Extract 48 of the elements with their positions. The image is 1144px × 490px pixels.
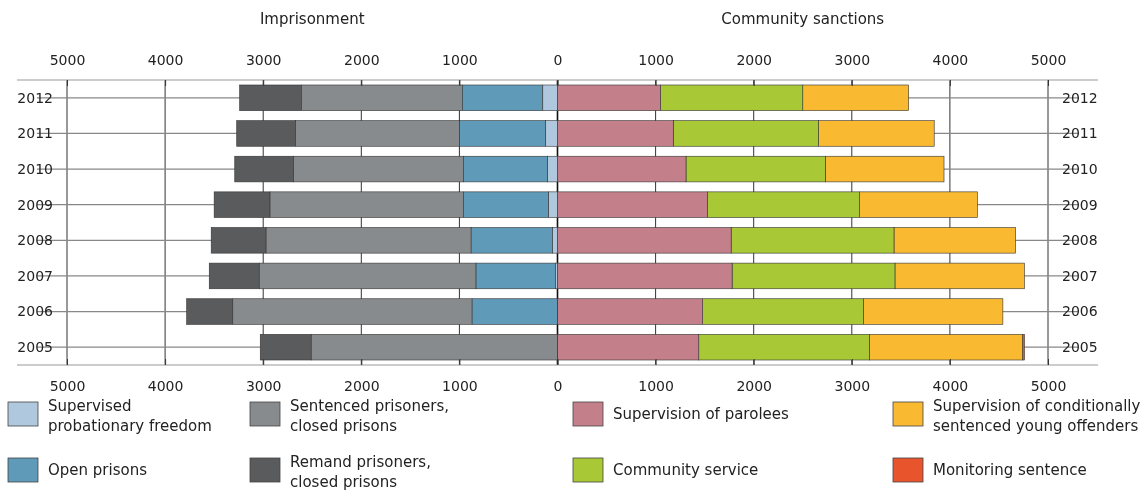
x2-tick-label: 1000: [638, 377, 674, 394]
legend-label: Sentenced prisoners, closed prisons: [290, 397, 449, 435]
x-tick-label: 5000: [49, 52, 86, 69]
x-tick-label: 4000: [932, 52, 969, 69]
category-label: 2009: [17, 196, 53, 213]
legend-label: Supervision of parolees: [613, 405, 789, 423]
text: Community sanctions: [721, 10, 885, 28]
y-tick-label: 2007: [1062, 267, 1098, 284]
x-tick-label: 3000: [245, 52, 282, 69]
x-tick-label: 3000: [834, 52, 871, 69]
category-label: 2007: [17, 267, 53, 284]
x-tick-label: 5000: [1030, 52, 1067, 69]
x2-tick-label: 2000: [736, 377, 773, 394]
x2-tick-label: 0: [553, 377, 563, 394]
category-label: 2012: [17, 89, 53, 106]
y-tick-label: 2008: [1062, 232, 1098, 249]
x2-tick-label: 1000: [442, 377, 478, 394]
x2-tick-label: 5000: [1030, 377, 1067, 394]
y-tick-label: 2012: [1062, 89, 1098, 106]
legend-label: Remand prisoners, closed prisons: [290, 453, 431, 490]
x2-tick-label: 3000: [245, 377, 282, 394]
x2-tick-label: 3000: [834, 377, 871, 394]
legend-label: Community service: [613, 461, 759, 479]
text: Imprisonment: [259, 10, 365, 28]
x-tick-label: 2000: [343, 52, 380, 69]
y-tick-label: 2005: [1062, 339, 1098, 356]
x-tick-label: 1000: [638, 52, 674, 69]
x2-tick-label: 5000: [49, 377, 86, 394]
x2-tick-label: 4000: [147, 377, 184, 394]
legend-label: Monitoring sentence: [933, 461, 1087, 479]
x2-tick-label: 4000: [932, 377, 969, 394]
x-tick-label: 2000: [736, 52, 773, 69]
category-label: 2011: [17, 125, 53, 142]
legend-label: Supervision of conditionally sentenced young offenders: [933, 397, 1141, 435]
category-label: 2005: [17, 339, 53, 356]
x2-tick-label: 2000: [343, 377, 380, 394]
legend-label: Supervised probationary freedom: [48, 397, 212, 435]
y-tick-label: 2009: [1062, 196, 1098, 213]
x-tick-label: 1000: [442, 52, 478, 69]
x-tick-label: 0: [553, 52, 563, 69]
category-label: 2006: [17, 303, 53, 320]
y-tick-label: 2006: [1062, 303, 1098, 320]
y-tick-label: 2011: [1062, 125, 1098, 142]
category-label: 2010: [17, 160, 53, 177]
legend-label: Open prisons: [48, 461, 148, 479]
y-tick-label: 2010: [1062, 160, 1098, 177]
category-label: 2008: [17, 232, 53, 249]
x-tick-label: 4000: [147, 52, 184, 69]
